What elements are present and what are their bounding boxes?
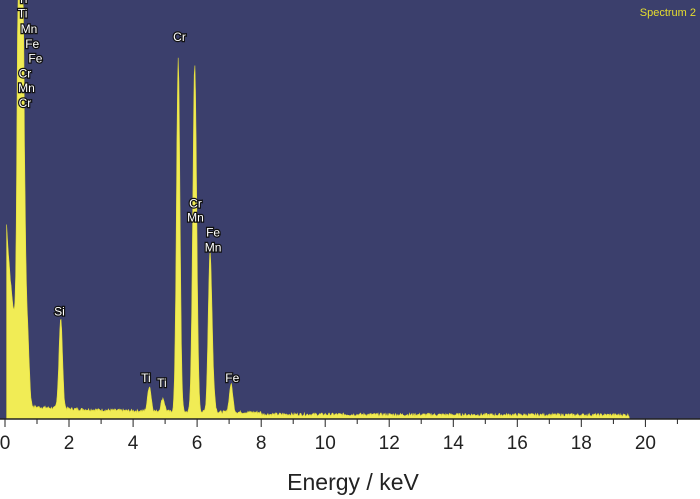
- peak-label: Cr: [189, 196, 202, 210]
- peak-label: Fe: [25, 37, 39, 51]
- x-tick-label: 16: [507, 433, 528, 454]
- x-tick-label: 4: [128, 433, 139, 454]
- peak-label: Cr: [19, 67, 32, 81]
- x-tick-label: 20: [635, 433, 656, 454]
- spectrum-title: Spectrum 2: [640, 7, 696, 19]
- x-tick-label: 12: [379, 433, 400, 454]
- peak-label: Si: [54, 304, 65, 318]
- peak-label: Mn: [187, 211, 204, 225]
- x-tick-label: 18: [571, 433, 592, 454]
- peak-label: Fe: [206, 226, 220, 240]
- peak-label: Mn: [18, 81, 35, 95]
- x-tick-label: 8: [256, 433, 267, 454]
- peak-label: Cr: [19, 96, 32, 110]
- x-tick-label: 6: [192, 433, 203, 454]
- x-axis-label: Energy / keV: [287, 469, 419, 495]
- peak-label: Cr: [173, 30, 186, 44]
- plot-background: [0, 0, 700, 419]
- spectrum-layer: [6, 0, 630, 420]
- peak-label: Ti: [18, 7, 28, 21]
- x-tick-label: 10: [315, 433, 336, 454]
- peak-label-layer: TiTiMnFeFeCrMnCrCrCrMnFeMnSiTiTiFe: [17, 0, 241, 391]
- spectrum-area: [6, 0, 630, 420]
- peak-label: Ti: [18, 0, 28, 6]
- x-tick-label: 0: [0, 433, 10, 454]
- peak-label: Ti: [157, 376, 167, 390]
- peak-label: Mn: [205, 240, 222, 254]
- peak-label: Mn: [21, 22, 38, 36]
- peak-label: Ti: [141, 371, 151, 385]
- peak-label: Fe: [225, 371, 239, 385]
- x-tick-label: 2: [64, 433, 75, 454]
- x-axis-ticks: 0 2 4 6 8 10 12 14 16 18 20: [0, 419, 678, 454]
- x-tick-label: 14: [443, 433, 465, 454]
- peak-label: Fe: [28, 52, 42, 66]
